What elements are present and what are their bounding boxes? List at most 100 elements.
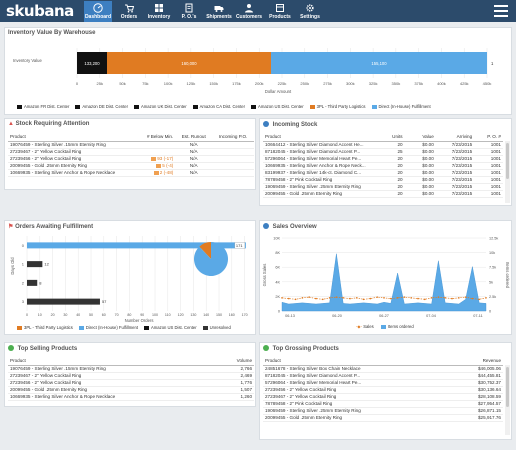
legend-item[interactable]: Amazon US Dist. Center bbox=[251, 104, 304, 109]
cell-product-text: 20099455 - Gold .25mm Eternity Ring bbox=[265, 191, 343, 196]
incoming-row[interactable]: 83199937 - Sterling Silver 14k-ct. Diamo… bbox=[263, 169, 503, 177]
dashboard-icon bbox=[93, 3, 103, 13]
top-grossing-row[interactable]: 20099455 - Gold .25mm Eternity Ring $25,9… bbox=[263, 414, 503, 422]
top-selling-row[interactable]: 27239467 - 2" Yellow Cocktail Ring 2,469 bbox=[8, 372, 254, 380]
top-grossing-row[interactable]: 19069459 - Sterling Silver .25mm Eternit… bbox=[263, 407, 503, 415]
nav-dashboard[interactable]: Dashboard bbox=[84, 1, 112, 22]
stock-row[interactable]: 27239467 - 2" Yellow Cocktail Ring N/A bbox=[8, 148, 254, 156]
stock-row[interactable]: 10669935 - Sterling Silver Anchor & Rope… bbox=[8, 169, 254, 177]
cell-product-text: 27239467 - 2" Yellow Cocktail Ring bbox=[265, 394, 337, 399]
col-arriving[interactable]: Arriving bbox=[435, 133, 475, 142]
orders-awaiting-chart: Days Old 0 10 20 30 40 50 60 70 80 90 100 110 120 130… bbox=[10, 236, 248, 323]
nav-inventory-label: Inventory bbox=[147, 14, 171, 20]
customers-icon bbox=[245, 4, 253, 13]
incoming-stock-scrollbar[interactable] bbox=[505, 141, 510, 203]
nav-inventory[interactable]: Inventory bbox=[145, 1, 173, 22]
nav-purchase-orders[interactable]: P. O.'s bbox=[175, 1, 203, 22]
incoming-row[interactable]: 10669935 - Sterling Silver Anchor & Rope… bbox=[263, 162, 503, 170]
sales-ylabel-left: Gross Sales bbox=[262, 264, 267, 287]
cell-product-text: 24851678 - Sterling Silver Box Chain Nec… bbox=[265, 366, 361, 371]
cell-below: 2 (-48) bbox=[135, 169, 176, 177]
truck-icon[interactable] bbox=[156, 163, 162, 168]
cell-runout: N/A bbox=[175, 162, 213, 170]
legend-swatch bbox=[17, 104, 22, 109]
legend-item[interactable]: Amazon FR Dist. Center bbox=[17, 104, 69, 109]
legend-item[interactable]: Amazon UK Dist. Center bbox=[134, 104, 187, 109]
top-selling-row[interactable]: 10669935 - Sterling Silver Anchor & Rope… bbox=[8, 393, 254, 401]
cell-value-text: 1,776 bbox=[240, 380, 253, 385]
cell-value: $30,136.64 bbox=[443, 386, 503, 394]
cell-value-text: $0.00 bbox=[422, 177, 434, 182]
nav-products[interactable]: Products bbox=[266, 1, 294, 22]
stock-row[interactable]: 20099455 - Gold .25mm Eternity Ring 5 (-4… bbox=[8, 162, 254, 170]
incoming-row[interactable]: 10664412 - Sterling Silver Diamond Accen… bbox=[263, 141, 503, 149]
incoming-row[interactable]: 87182045 - Sterling Silver Diamond Accen… bbox=[263, 148, 503, 156]
menu-icon[interactable] bbox=[494, 5, 508, 17]
top-selling-row[interactable]: 20099455 - Gold .25mm Eternity Ring 1,507 bbox=[8, 386, 254, 394]
top-selling-row[interactable]: 27239456 - 2" Yellow Cocktail Ring 1,776 bbox=[8, 379, 254, 387]
x-tick-label: 350k bbox=[392, 81, 401, 86]
cell-product-text: 20099455 - Gold .25mm Eternity Ring bbox=[10, 387, 88, 392]
cell-below-text: 5 (-4) bbox=[162, 163, 174, 168]
truck-icon[interactable] bbox=[153, 170, 159, 175]
cell-product: 20099455 - Gold .25mm Eternity Ring bbox=[263, 414, 443, 422]
stock-row[interactable]: 27239456 - 2" Yellow Cocktail Ring 93 (-1… bbox=[8, 155, 254, 163]
top-grossing-row[interactable]: 87182045 - Sterling Silver Diamond Accen… bbox=[263, 372, 503, 380]
legend-item[interactable]: Amazon US Dist. Center bbox=[144, 325, 197, 330]
col-product[interactable]: Product bbox=[263, 357, 443, 366]
legend-item[interactable]: 3PL - Third Party Logistics bbox=[309, 104, 366, 109]
sales-point bbox=[356, 297, 358, 299]
top-grossing-row[interactable]: 57296064 - Sterling Silver Memorial Hear… bbox=[263, 379, 503, 387]
col-revenue[interactable]: Revenue bbox=[443, 357, 503, 366]
legend-item[interactable]: Amazon DE Dist. Center bbox=[75, 104, 128, 109]
top-grossing-scrollbar[interactable] bbox=[505, 365, 510, 435]
cell-arriving-text: 7/23/2015 bbox=[451, 191, 473, 196]
top-grossing-row[interactable]: 27239467 - 2" Yellow Cocktail Ring $28,10… bbox=[263, 393, 503, 401]
legend-label: Amazon FR Dist. Center bbox=[24, 104, 70, 109]
col-product[interactable]: Product bbox=[8, 133, 136, 142]
x-tick-label: 250k bbox=[300, 81, 309, 86]
col-below-min[interactable]: # Below Min. bbox=[135, 133, 176, 142]
col-product[interactable]: Product bbox=[263, 133, 379, 142]
x-tick-label: 50k bbox=[119, 81, 125, 86]
legend-item[interactable]: Direct (In-House) Fulfillment bbox=[371, 104, 431, 109]
bar-label: 57 bbox=[102, 299, 107, 304]
top-grossing-row[interactable]: 27239456 - 2" Yellow Cocktail Ring $30,13… bbox=[263, 386, 503, 394]
cell-below-text: 93 (-17) bbox=[157, 156, 174, 161]
cell-units-text: 20 bbox=[397, 170, 403, 175]
incoming-row[interactable]: 57296064 - Sterling Silver Memorial Hear… bbox=[263, 155, 503, 163]
stock-row[interactable]: 19076459 - Sterling Silver .15mm Eternit… bbox=[8, 141, 254, 149]
cell-units: 20 bbox=[378, 141, 405, 149]
nav-orders[interactable]: Orders bbox=[115, 1, 143, 22]
nav-customers[interactable]: Customers bbox=[235, 1, 263, 22]
top-selling-row[interactable]: 19076459 - Sterling Silver .15mm Eternit… bbox=[8, 365, 254, 373]
cell-product-text: 19076459 - Sterling Silver .15mm Eternit… bbox=[10, 142, 106, 147]
nav-shipments[interactable]: Shipments bbox=[205, 1, 233, 22]
cell-product: 27239467 - 2" Yellow Cocktail Ring bbox=[263, 393, 443, 401]
legend-item[interactable]: Amazon CA Dist. Center bbox=[192, 104, 245, 109]
col-est-runout[interactable]: Est. Runout bbox=[175, 133, 213, 142]
cell-units-text: 20 bbox=[397, 156, 403, 161]
nav-settings[interactable]: Settings bbox=[296, 1, 324, 22]
legend-item[interactable]: 3PL - Third Party Logistics bbox=[17, 325, 73, 330]
legend-item[interactable]: Unresolved bbox=[202, 325, 231, 330]
top-grossing-title: Top Grossing Products bbox=[272, 346, 339, 352]
top-grossing-row[interactable]: 24851678 - Sterling Silver Box Chain Nec… bbox=[263, 365, 503, 373]
col-incoming-po[interactable]: Incoming P.O. bbox=[212, 133, 254, 142]
col-volume[interactable]: Volume bbox=[204, 357, 254, 366]
legend-label: Amazon US Dist. Center bbox=[258, 104, 304, 109]
inventory-value-ylabel: Inventory Value bbox=[13, 58, 42, 63]
col-value[interactable]: Value bbox=[404, 133, 436, 142]
orders-awaiting-header: ⚑ Orders Awaiting Fulfillment bbox=[8, 223, 93, 230]
incoming-row[interactable]: 78789458 - 2" Pink Cocktail Ring 20 $0.00 7… bbox=[263, 176, 503, 184]
col-product[interactable]: Product bbox=[8, 357, 205, 366]
top-grossing-row[interactable]: 78789458 - 2" Pink Cocktail Ring $27,954.… bbox=[263, 400, 503, 408]
cell-product: 27239467 - 2" Yellow Cocktail Ring bbox=[8, 148, 136, 156]
truck-icon[interactable] bbox=[151, 156, 157, 161]
incoming-row[interactable]: 20099455 - Gold .25mm Eternity Ring 20 $0.… bbox=[263, 190, 503, 198]
legend-item[interactable]: Direct (In-House) Fulfillment bbox=[78, 325, 138, 330]
col-units[interactable]: Units bbox=[378, 133, 405, 142]
incoming-row[interactable]: 19069459 - Sterling Silver .25mm Eternit… bbox=[263, 183, 503, 191]
skubana-logo[interactable]: skubana bbox=[6, 2, 74, 20]
col-po-number[interactable]: P. O. # bbox=[474, 133, 503, 142]
